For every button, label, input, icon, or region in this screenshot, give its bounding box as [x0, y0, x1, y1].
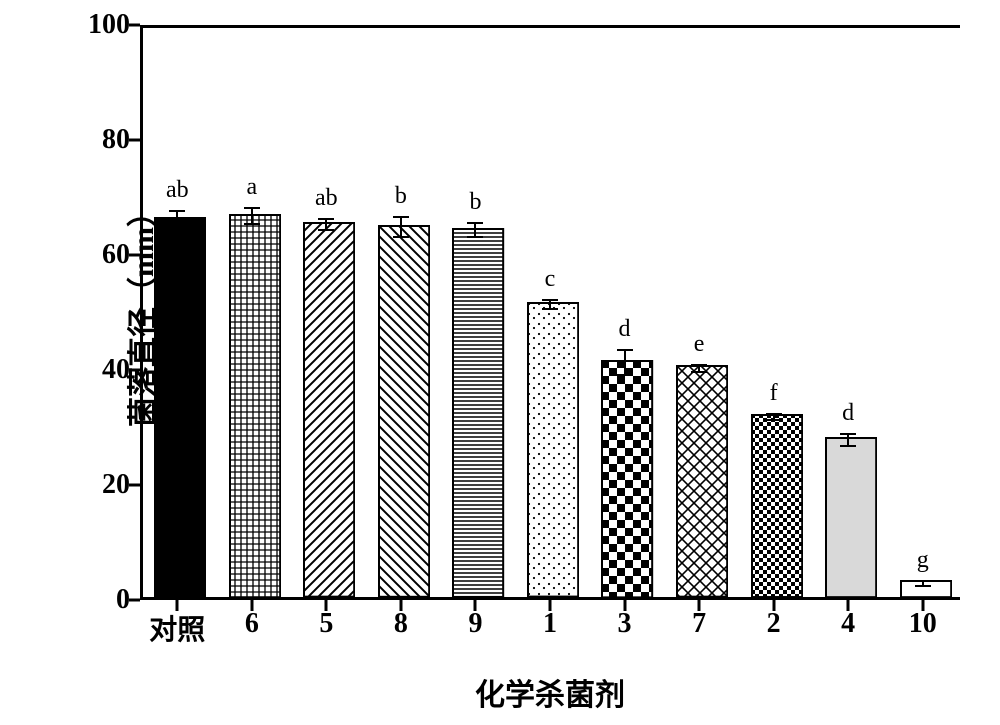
x-tick-label: 4 [841, 608, 855, 640]
error-cap [318, 229, 334, 231]
significance-label: c [545, 266, 556, 293]
y-tick-mark [129, 599, 140, 602]
significance-label: b [469, 189, 481, 216]
bar [378, 225, 430, 597]
y-tick-label: 20 [102, 469, 130, 501]
error-stem [474, 222, 476, 236]
error-cap [318, 218, 334, 220]
error-cap [766, 419, 782, 421]
x-tick-label: 3 [618, 608, 632, 640]
bar [303, 222, 355, 597]
error-cap [915, 585, 931, 587]
error-cap [244, 207, 260, 209]
error-cap [393, 236, 409, 238]
y-tick-mark [129, 139, 140, 142]
x-tick-label: 7 [692, 608, 706, 640]
y-tick-label: 60 [102, 239, 130, 271]
x-tick-label: 9 [468, 608, 482, 640]
error-cap [617, 374, 633, 376]
bar [527, 302, 579, 597]
error-stem [624, 349, 626, 374]
chart-figure: 菌落直径（mm） 化学杀菌剂 020406080100ab对照a6ab5b8b9… [0, 0, 1000, 725]
significance-label: d [619, 316, 631, 343]
bar [751, 414, 803, 597]
y-tick-mark [129, 369, 140, 372]
significance-label: e [694, 331, 705, 358]
error-cap [542, 308, 558, 310]
error-cap [691, 364, 707, 366]
error-cap [244, 223, 260, 225]
bar [676, 365, 728, 597]
error-cap [915, 580, 931, 582]
error-cap [691, 371, 707, 373]
x-tick-label: 8 [394, 608, 408, 640]
error-cap [169, 210, 185, 212]
y-tick-mark [129, 24, 140, 27]
error-cap [393, 216, 409, 218]
y-tick-label: 100 [88, 9, 130, 41]
bar [229, 214, 281, 597]
x-axis-label: 化学杀菌剂 [140, 670, 960, 714]
x-tick-label: 10 [909, 608, 937, 640]
y-tick-mark [129, 484, 140, 487]
significance-label: d [842, 400, 854, 427]
bar [452, 228, 504, 597]
significance-label: a [246, 174, 257, 201]
significance-label: g [917, 547, 929, 574]
error-stem [176, 210, 178, 225]
error-cap [766, 413, 782, 415]
x-tick-label: 5 [319, 608, 333, 640]
error-stem [400, 216, 402, 236]
y-tick-mark [129, 254, 140, 257]
significance-label: ab [166, 177, 189, 204]
error-cap [467, 236, 483, 238]
error-cap [617, 349, 633, 351]
bar [601, 360, 653, 597]
significance-label: b [395, 183, 407, 210]
error-stem [251, 207, 253, 223]
error-cap [542, 299, 558, 301]
error-cap [169, 225, 185, 227]
error-cap [840, 433, 856, 435]
bar [154, 217, 206, 597]
y-tick-label: 40 [102, 354, 130, 386]
bar [825, 437, 877, 597]
y-tick-label: 0 [116, 584, 130, 616]
y-tick-label: 80 [102, 124, 130, 156]
x-tick-label: 2 [767, 608, 781, 640]
plot-area [140, 25, 960, 600]
x-tick-label: 1 [543, 608, 557, 640]
x-tick-label: 对照 [149, 608, 205, 648]
significance-label: ab [315, 185, 338, 212]
significance-label: f [770, 380, 778, 407]
error-cap [467, 222, 483, 224]
error-cap [840, 445, 856, 447]
x-tick-label: 6 [245, 608, 259, 640]
